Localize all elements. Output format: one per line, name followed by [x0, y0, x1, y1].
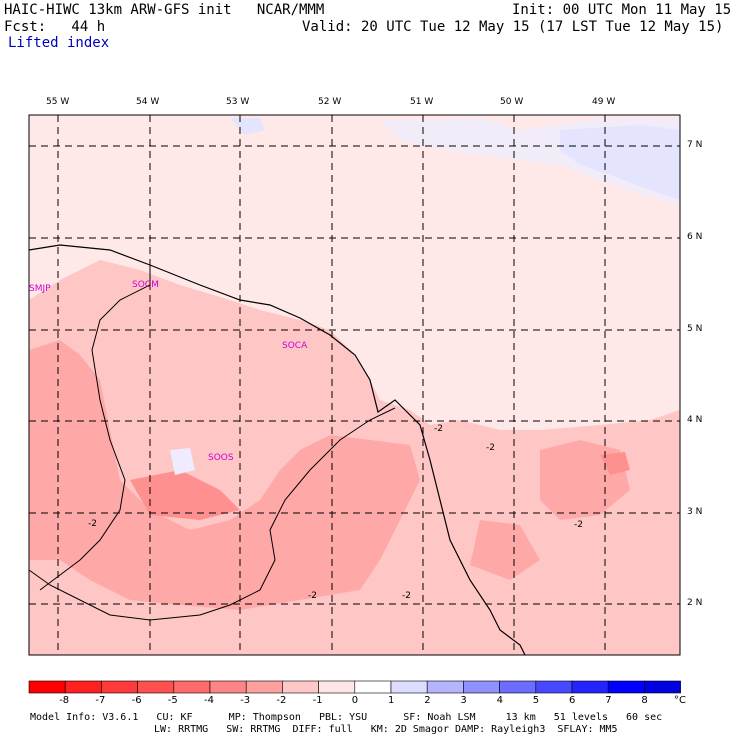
colorbar-swatch — [101, 680, 138, 694]
contour-label: -2 — [486, 443, 495, 453]
lon-label: 52 W — [318, 97, 342, 107]
colorbar-swatch — [64, 680, 102, 694]
contour-label: -2 — [402, 591, 411, 601]
colorbar-tick-label: -7 — [95, 695, 106, 706]
lon-label: 50 W — [500, 97, 524, 107]
header-init: Init: 00 UTC Mon 11 May 15 — [512, 2, 732, 18]
positive-region — [560, 125, 680, 200]
footer-model-info: Model Info: V3.6.1 CU: KF MP: Thompson P… — [30, 712, 663, 723]
negative-region — [600, 452, 630, 475]
colorbar-tick-label: -3 — [240, 695, 251, 706]
lat-label: 3 N — [687, 507, 703, 517]
colorbar-swatch — [173, 680, 211, 694]
lat-label: 7 N — [687, 140, 703, 150]
contour-label: -2 — [574, 520, 583, 530]
lon-label: 53 W — [226, 97, 250, 107]
colorbar-tick-label: -1 — [312, 695, 323, 706]
footer-physics-info: LW: RRTMG SW: RRTMG DIFF: full KM: 2D Sm… — [154, 724, 618, 735]
colorbar-tick-label: -2 — [276, 695, 287, 706]
station-label: SOOS — [208, 453, 234, 463]
colorbar-tick-label: 6 — [569, 695, 576, 706]
colorbar-tick-label: 7 — [605, 695, 612, 706]
station-label: SOCA — [282, 341, 308, 351]
colorbar-tick-label: 1 — [388, 695, 395, 706]
colorbar-tick-label: 2 — [424, 695, 431, 706]
lat-label: 2 N — [687, 598, 703, 608]
colorbar-tick-label: 8 — [641, 695, 648, 706]
colorbar-swatch — [571, 680, 609, 694]
colorbar-swatch — [607, 680, 645, 694]
colorbar-swatch — [535, 680, 573, 694]
lon-label: 49 W — [592, 97, 616, 107]
colorbar-tick-label: -6 — [131, 695, 142, 706]
lat-label: 6 N — [687, 232, 703, 242]
station-label: SMJP — [29, 284, 51, 294]
field-name: Lifted index — [8, 35, 110, 51]
colorbar-swatch — [282, 680, 319, 694]
negative-region — [130, 470, 240, 520]
lat-label: 5 N — [687, 324, 703, 334]
positive-region — [170, 448, 195, 475]
station-label: SOCM — [132, 280, 159, 290]
contour-label: -2 — [88, 519, 97, 529]
map-frame — [28, 114, 681, 656]
positive-region — [230, 118, 265, 135]
contour-label: -2 — [434, 424, 443, 434]
colorbar-tick-label: -4 — [204, 695, 214, 706]
colorbar-swatch — [426, 680, 464, 694]
colorbar-unit: °C — [674, 695, 686, 706]
header-valid: Valid: 20 UTC Tue 12 May 15 (17 LST Tue … — [302, 19, 724, 35]
contour-label: -2 — [308, 591, 317, 601]
colorbar-swatch — [390, 680, 428, 694]
colorbar-tick-label: -5 — [167, 695, 178, 706]
negative-region — [470, 520, 540, 580]
colorbar-swatch — [318, 680, 356, 694]
colorbar-tick-label: 0 — [351, 695, 359, 706]
grid — [29, 115, 680, 655]
header-title: HAIC-HIWC 13km ARW-GFS init NCAR/MMM — [4, 2, 325, 18]
negative-region — [29, 340, 420, 610]
colorbar-tick-label: -8 — [59, 695, 70, 706]
lat-label: 4 N — [687, 415, 703, 425]
border — [39, 265, 151, 591]
lon-label: 51 W — [410, 97, 434, 107]
border — [28, 407, 396, 621]
colorbar-tick-label: 5 — [532, 695, 540, 706]
colorbar-swatch — [245, 680, 283, 694]
colorbar-swatch — [209, 680, 247, 694]
coastline — [28, 244, 526, 656]
colorbar-swatch — [354, 680, 392, 694]
lon-label: 54 W — [136, 97, 160, 107]
colorbar — [28, 680, 681, 694]
colorbar-swatch — [644, 680, 681, 694]
colorbar-swatch — [137, 680, 175, 694]
lon-label: 55 W — [46, 97, 70, 107]
header-forecast: Fcst: 44 h — [4, 19, 106, 35]
colorbar-tick-label: 3 — [460, 695, 467, 706]
colorbar-tick-label: 4 — [496, 695, 503, 706]
colorbar-swatch — [499, 680, 537, 694]
colorbar-swatch — [463, 680, 500, 694]
colorbar-swatch — [28, 680, 66, 694]
